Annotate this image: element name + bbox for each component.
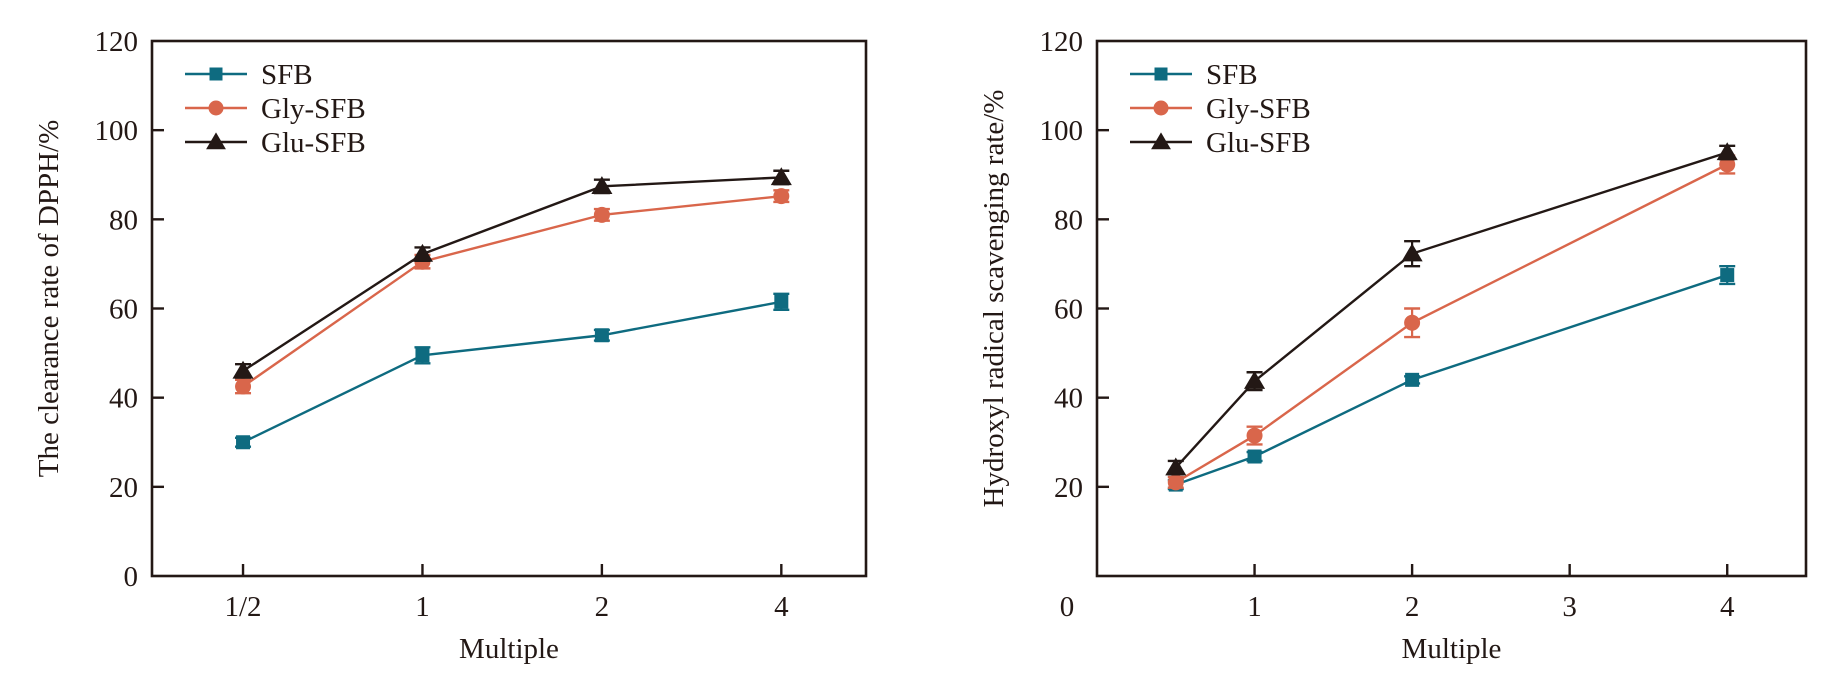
y-tick-label: 40 [1054,383,1083,415]
y-tick-label: 100 [95,115,139,147]
data-point [1405,372,1420,387]
x-tick-label: 4 [1720,591,1735,623]
y-tick-label: 20 [1054,472,1083,504]
y-axis-title: The clearance rate of DPPH/% [33,120,65,478]
legend-marker-circle-icon [1153,100,1169,116]
x-tick-label: 4 [774,591,789,623]
y-axis-title: Hydroxyl radical scavenging rate/% [978,90,1010,508]
legend-label: Gly-SFB [1206,93,1311,125]
legend-label: Glu-SFB [261,127,366,159]
data-point [232,360,254,379]
data-point [1401,243,1423,262]
y-tick-label: 80 [109,204,138,236]
y-tick-label: 60 [1054,294,1083,326]
y-tick-label: 100 [1040,115,1084,147]
legend-label: SFB [261,59,313,91]
series-line [1175,273,1728,486]
series-line [1174,151,1728,469]
x-tick-label: 3 [1562,591,1577,623]
series-line [242,300,782,444]
data-point [594,328,609,343]
y-tick-label: 0 [124,561,139,593]
legend-label: SFB [1206,59,1258,91]
y-tick-label: 120 [95,26,139,58]
legend-marker-square-icon [209,67,223,81]
y-tick-label: 20 [109,472,138,504]
y-tick-label: 120 [1040,26,1084,58]
data-point [773,188,790,205]
legend-marker-circle-icon [208,100,224,116]
series-sfb [1167,264,1736,492]
x-axis-title: Multiple [459,633,559,665]
legend-marker-triangle-icon [206,132,226,150]
data-point [1165,457,1187,476]
x-tick-label: 2 [1405,591,1420,623]
data-point [1716,142,1738,161]
data-point [774,294,789,309]
hydroxyl-chart: 20 40 60 80 100 120 0 1 2 3 4 Multiple Hydroxyl radi… [978,26,1808,665]
legend-marker-triangle-icon [1151,132,1171,150]
y-tick-label: 80 [1054,204,1083,236]
series-gly-sfb [1167,154,1736,491]
data-point [236,435,251,450]
data-point [1404,314,1421,331]
data-point [1247,449,1262,464]
data-point [593,206,610,223]
data-point [1246,427,1263,444]
x-tick-label: 1/2 [225,591,262,623]
data-point [415,348,430,363]
dpph-chart: 0 20 40 60 80 100 120 1/2 1 2 4 Multiple The clearan… [33,26,868,665]
legend-marker-square-icon [1154,67,1168,81]
series-glu-sfb [232,167,792,379]
y-tick-label: 60 [109,294,138,326]
plot-frame [150,39,868,578]
data-point [770,167,792,186]
y-tick-label: 40 [109,383,138,415]
x-tick-label: 1 [1247,591,1262,623]
data-point [1167,474,1184,491]
data-point [1720,268,1735,283]
x-tick-label: 2 [595,591,610,623]
data-point [235,378,252,395]
x-tick-label: 1 [415,591,430,623]
series-glu-sfb [1165,142,1738,476]
x-axis-title: Multiple [1402,633,1502,665]
plot-frame [1095,39,1808,578]
series-line [242,194,782,388]
legend-label: Glu-SFB [1206,127,1311,159]
data-point [411,243,434,262]
series-sfb [235,292,790,450]
series-line [1175,163,1728,484]
series-line [242,176,782,372]
data-point [1244,370,1266,389]
legend-label: Gly-SFB [261,93,366,125]
x-tick-label: 0 [1060,591,1075,623]
data-point [1719,156,1736,173]
data-point [591,176,613,194]
